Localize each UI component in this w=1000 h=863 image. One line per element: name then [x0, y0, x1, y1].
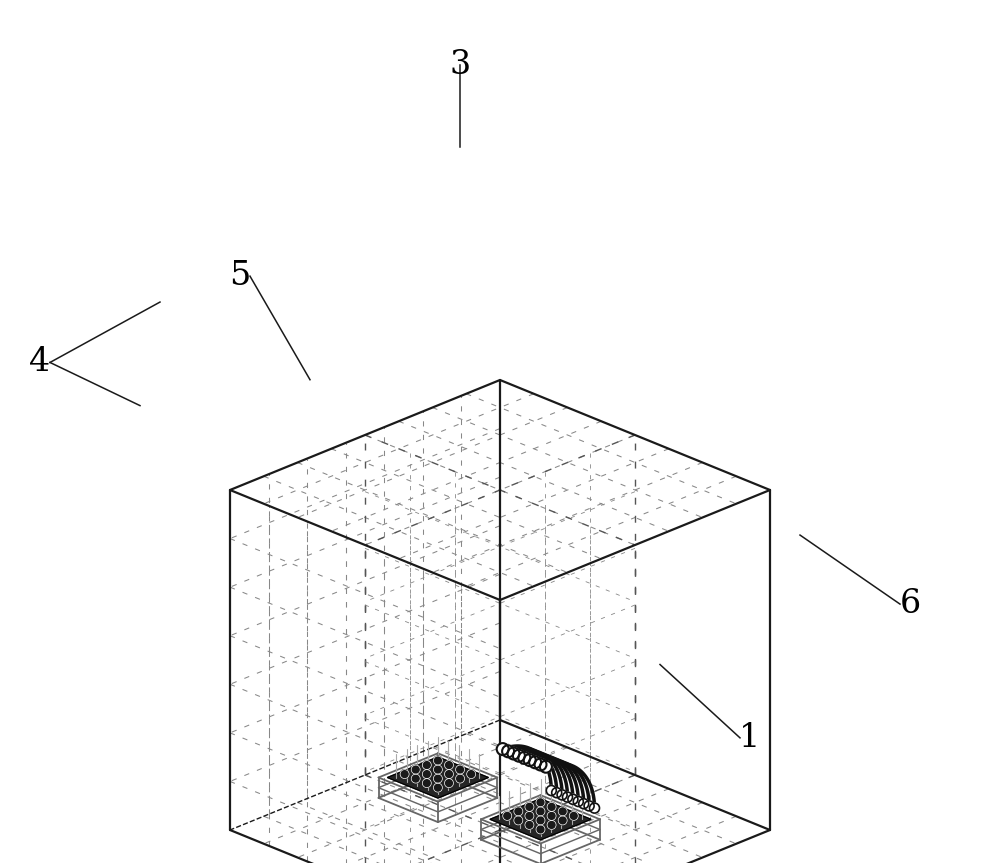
Circle shape: [525, 821, 534, 829]
Circle shape: [558, 816, 567, 825]
Circle shape: [547, 821, 556, 829]
Circle shape: [456, 774, 465, 783]
Circle shape: [456, 765, 465, 774]
Circle shape: [467, 770, 476, 778]
Circle shape: [536, 816, 545, 825]
Circle shape: [558, 807, 567, 816]
Circle shape: [502, 746, 514, 758]
Circle shape: [562, 792, 572, 802]
Circle shape: [518, 752, 530, 764]
Circle shape: [525, 811, 534, 821]
Circle shape: [422, 760, 431, 770]
Text: 1: 1: [739, 721, 761, 754]
Text: 6: 6: [899, 588, 921, 620]
Circle shape: [569, 811, 578, 821]
Circle shape: [547, 803, 556, 811]
Circle shape: [524, 754, 536, 766]
Circle shape: [497, 743, 509, 755]
Circle shape: [433, 774, 442, 783]
Circle shape: [411, 765, 420, 774]
Circle shape: [433, 756, 442, 765]
Circle shape: [546, 785, 556, 796]
Polygon shape: [387, 757, 488, 798]
Circle shape: [444, 770, 453, 778]
Circle shape: [536, 798, 545, 807]
Circle shape: [534, 759, 546, 771]
Circle shape: [584, 801, 594, 811]
Circle shape: [557, 790, 567, 800]
Text: 3: 3: [449, 48, 471, 81]
Circle shape: [536, 807, 545, 816]
Circle shape: [529, 756, 541, 768]
Circle shape: [433, 783, 442, 792]
Polygon shape: [490, 799, 591, 840]
Circle shape: [433, 765, 442, 774]
Circle shape: [552, 788, 562, 797]
Circle shape: [503, 811, 512, 821]
Circle shape: [411, 774, 420, 783]
Circle shape: [525, 803, 534, 811]
Circle shape: [540, 760, 552, 772]
Text: 4: 4: [29, 346, 51, 379]
Circle shape: [513, 750, 525, 762]
Circle shape: [422, 770, 431, 778]
Circle shape: [590, 803, 600, 813]
Circle shape: [568, 794, 578, 804]
Circle shape: [444, 760, 453, 770]
Circle shape: [422, 778, 431, 788]
Circle shape: [444, 778, 453, 788]
Circle shape: [536, 825, 545, 834]
Circle shape: [514, 816, 523, 825]
Circle shape: [400, 770, 409, 778]
Circle shape: [514, 807, 523, 816]
Circle shape: [547, 811, 556, 821]
Circle shape: [508, 747, 520, 759]
Circle shape: [579, 798, 589, 809]
Circle shape: [573, 797, 583, 807]
Text: 5: 5: [229, 260, 251, 293]
